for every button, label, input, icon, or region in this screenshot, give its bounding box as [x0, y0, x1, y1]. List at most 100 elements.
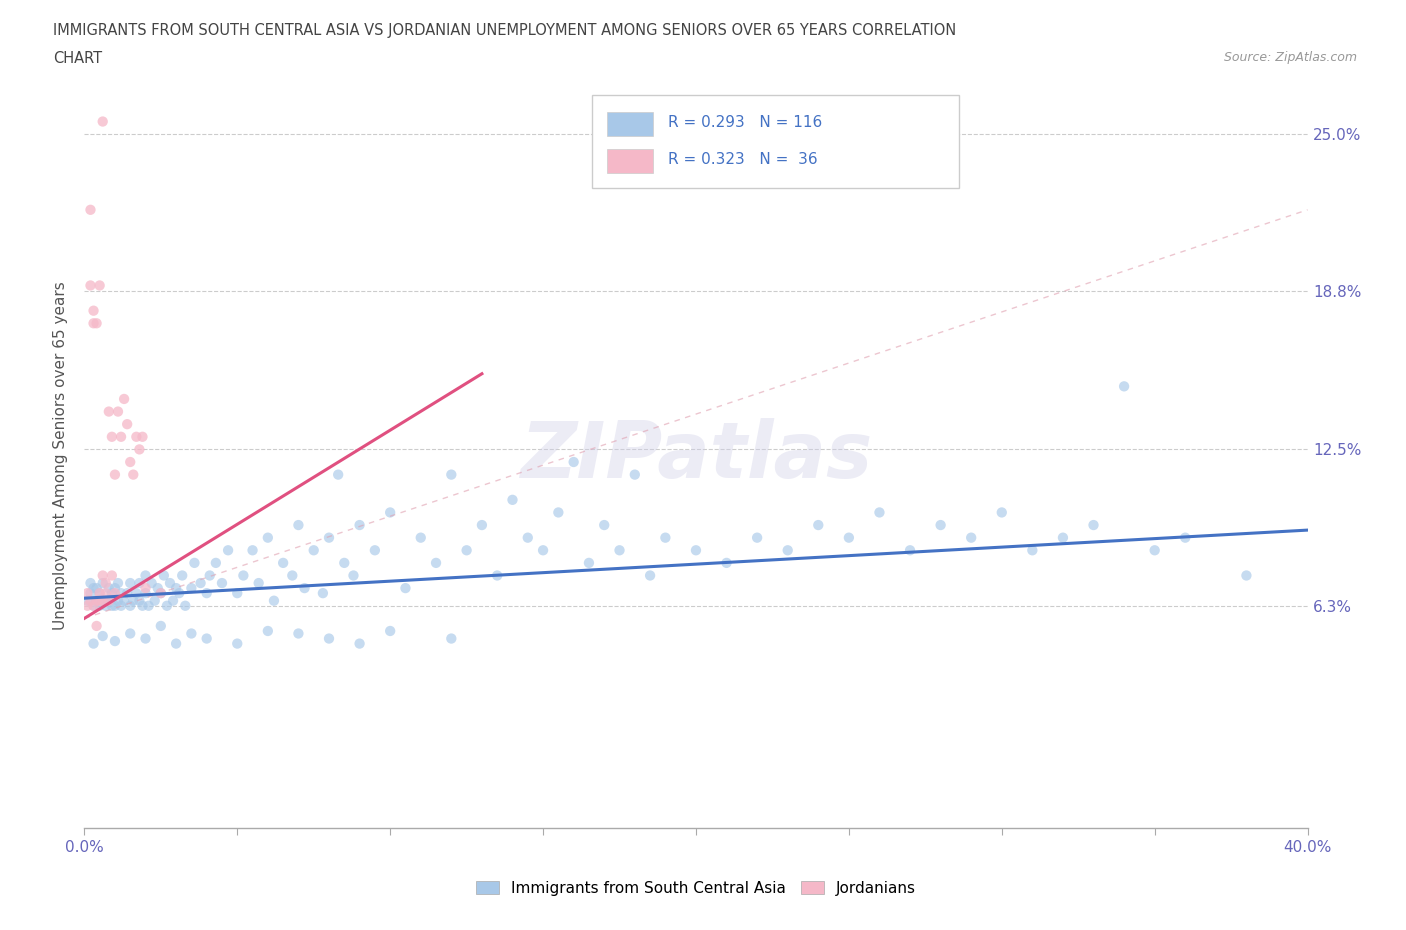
Point — [190, 576, 212, 591]
Point — [104, 598, 127, 613]
Point — [86, 593, 108, 608]
Point — [159, 576, 181, 591]
Point — [165, 580, 187, 595]
Point — [104, 580, 127, 595]
Point — [180, 580, 202, 595]
Point — [120, 576, 142, 591]
Point — [409, 530, 432, 545]
Point — [104, 586, 127, 601]
Point — [128, 442, 150, 457]
Point — [112, 593, 135, 608]
Point — [120, 598, 142, 613]
Point — [1143, 543, 1166, 558]
Point — [86, 618, 108, 633]
Point — [149, 586, 172, 601]
Point — [180, 626, 202, 641]
Point — [86, 580, 108, 595]
Point — [101, 598, 124, 613]
Point — [107, 593, 129, 608]
Point — [83, 598, 105, 613]
Point — [94, 593, 117, 608]
Point — [135, 586, 157, 601]
Text: R = 0.293   N = 116: R = 0.293 N = 116 — [668, 115, 823, 130]
Point — [91, 629, 114, 644]
Point — [79, 593, 101, 608]
Bar — [606, 112, 654, 136]
Point — [217, 543, 239, 558]
Point — [172, 568, 194, 583]
Point — [654, 530, 676, 545]
Point — [440, 467, 463, 482]
Point — [79, 586, 101, 601]
Point — [516, 530, 538, 545]
Point — [89, 586, 111, 601]
Point — [120, 455, 142, 470]
Point — [110, 598, 132, 613]
Y-axis label: Unemployment Among Seniors over 65 years: Unemployment Among Seniors over 65 years — [53, 281, 69, 631]
Point — [380, 623, 402, 638]
Point — [205, 555, 228, 570]
Point — [226, 586, 249, 601]
Point — [94, 598, 117, 613]
Point — [211, 576, 233, 591]
Point — [153, 568, 176, 583]
Point — [101, 568, 124, 583]
Legend: Immigrants from South Central Asia, Jordanians: Immigrants from South Central Asia, Jord… — [470, 874, 922, 902]
Point — [638, 568, 661, 583]
Point — [318, 530, 340, 545]
Point — [183, 555, 205, 570]
Point — [869, 505, 891, 520]
Point — [440, 631, 463, 646]
Point — [143, 593, 166, 608]
Point — [128, 576, 150, 591]
Point — [195, 586, 218, 601]
Point — [257, 530, 280, 545]
Point — [94, 576, 117, 591]
Point — [624, 467, 647, 482]
Point — [287, 518, 309, 533]
Text: CHART: CHART — [53, 51, 103, 66]
Point — [76, 593, 98, 608]
Point — [115, 586, 138, 601]
Point — [125, 586, 148, 601]
FancyBboxPatch shape — [592, 95, 959, 188]
Point — [83, 316, 105, 331]
Point — [271, 555, 294, 570]
Point — [333, 555, 356, 570]
Point — [91, 593, 114, 608]
Point — [1083, 518, 1105, 533]
Point — [898, 543, 921, 558]
Point — [456, 543, 478, 558]
Point — [107, 576, 129, 591]
Point — [198, 568, 221, 583]
Point — [394, 580, 416, 595]
Text: Source: ZipAtlas.com: Source: ZipAtlas.com — [1223, 51, 1357, 64]
Point — [135, 631, 157, 646]
Text: IMMIGRANTS FROM SOUTH CENTRAL ASIA VS JORDANIAN UNEMPLOYMENT AMONG SENIORS OVER : IMMIGRANTS FROM SOUTH CENTRAL ASIA VS JO… — [53, 23, 956, 38]
Point — [79, 203, 101, 218]
Point — [122, 593, 145, 608]
Point — [609, 543, 631, 558]
Point — [263, 593, 285, 608]
Point — [960, 530, 983, 545]
Point — [89, 586, 111, 601]
Point — [112, 392, 135, 406]
Point — [294, 580, 316, 595]
Point — [349, 636, 371, 651]
Point — [94, 586, 117, 601]
Point — [716, 555, 738, 570]
Point — [247, 576, 270, 591]
Point — [79, 576, 101, 591]
Point — [141, 576, 163, 591]
Point — [97, 593, 120, 608]
Point — [167, 586, 190, 601]
Point — [91, 568, 114, 583]
Point — [1174, 530, 1197, 545]
Point — [287, 626, 309, 641]
Point — [89, 278, 111, 293]
Point — [929, 518, 952, 533]
Point — [502, 492, 524, 507]
Point — [364, 543, 387, 558]
Point — [89, 593, 111, 608]
Point — [149, 586, 172, 601]
